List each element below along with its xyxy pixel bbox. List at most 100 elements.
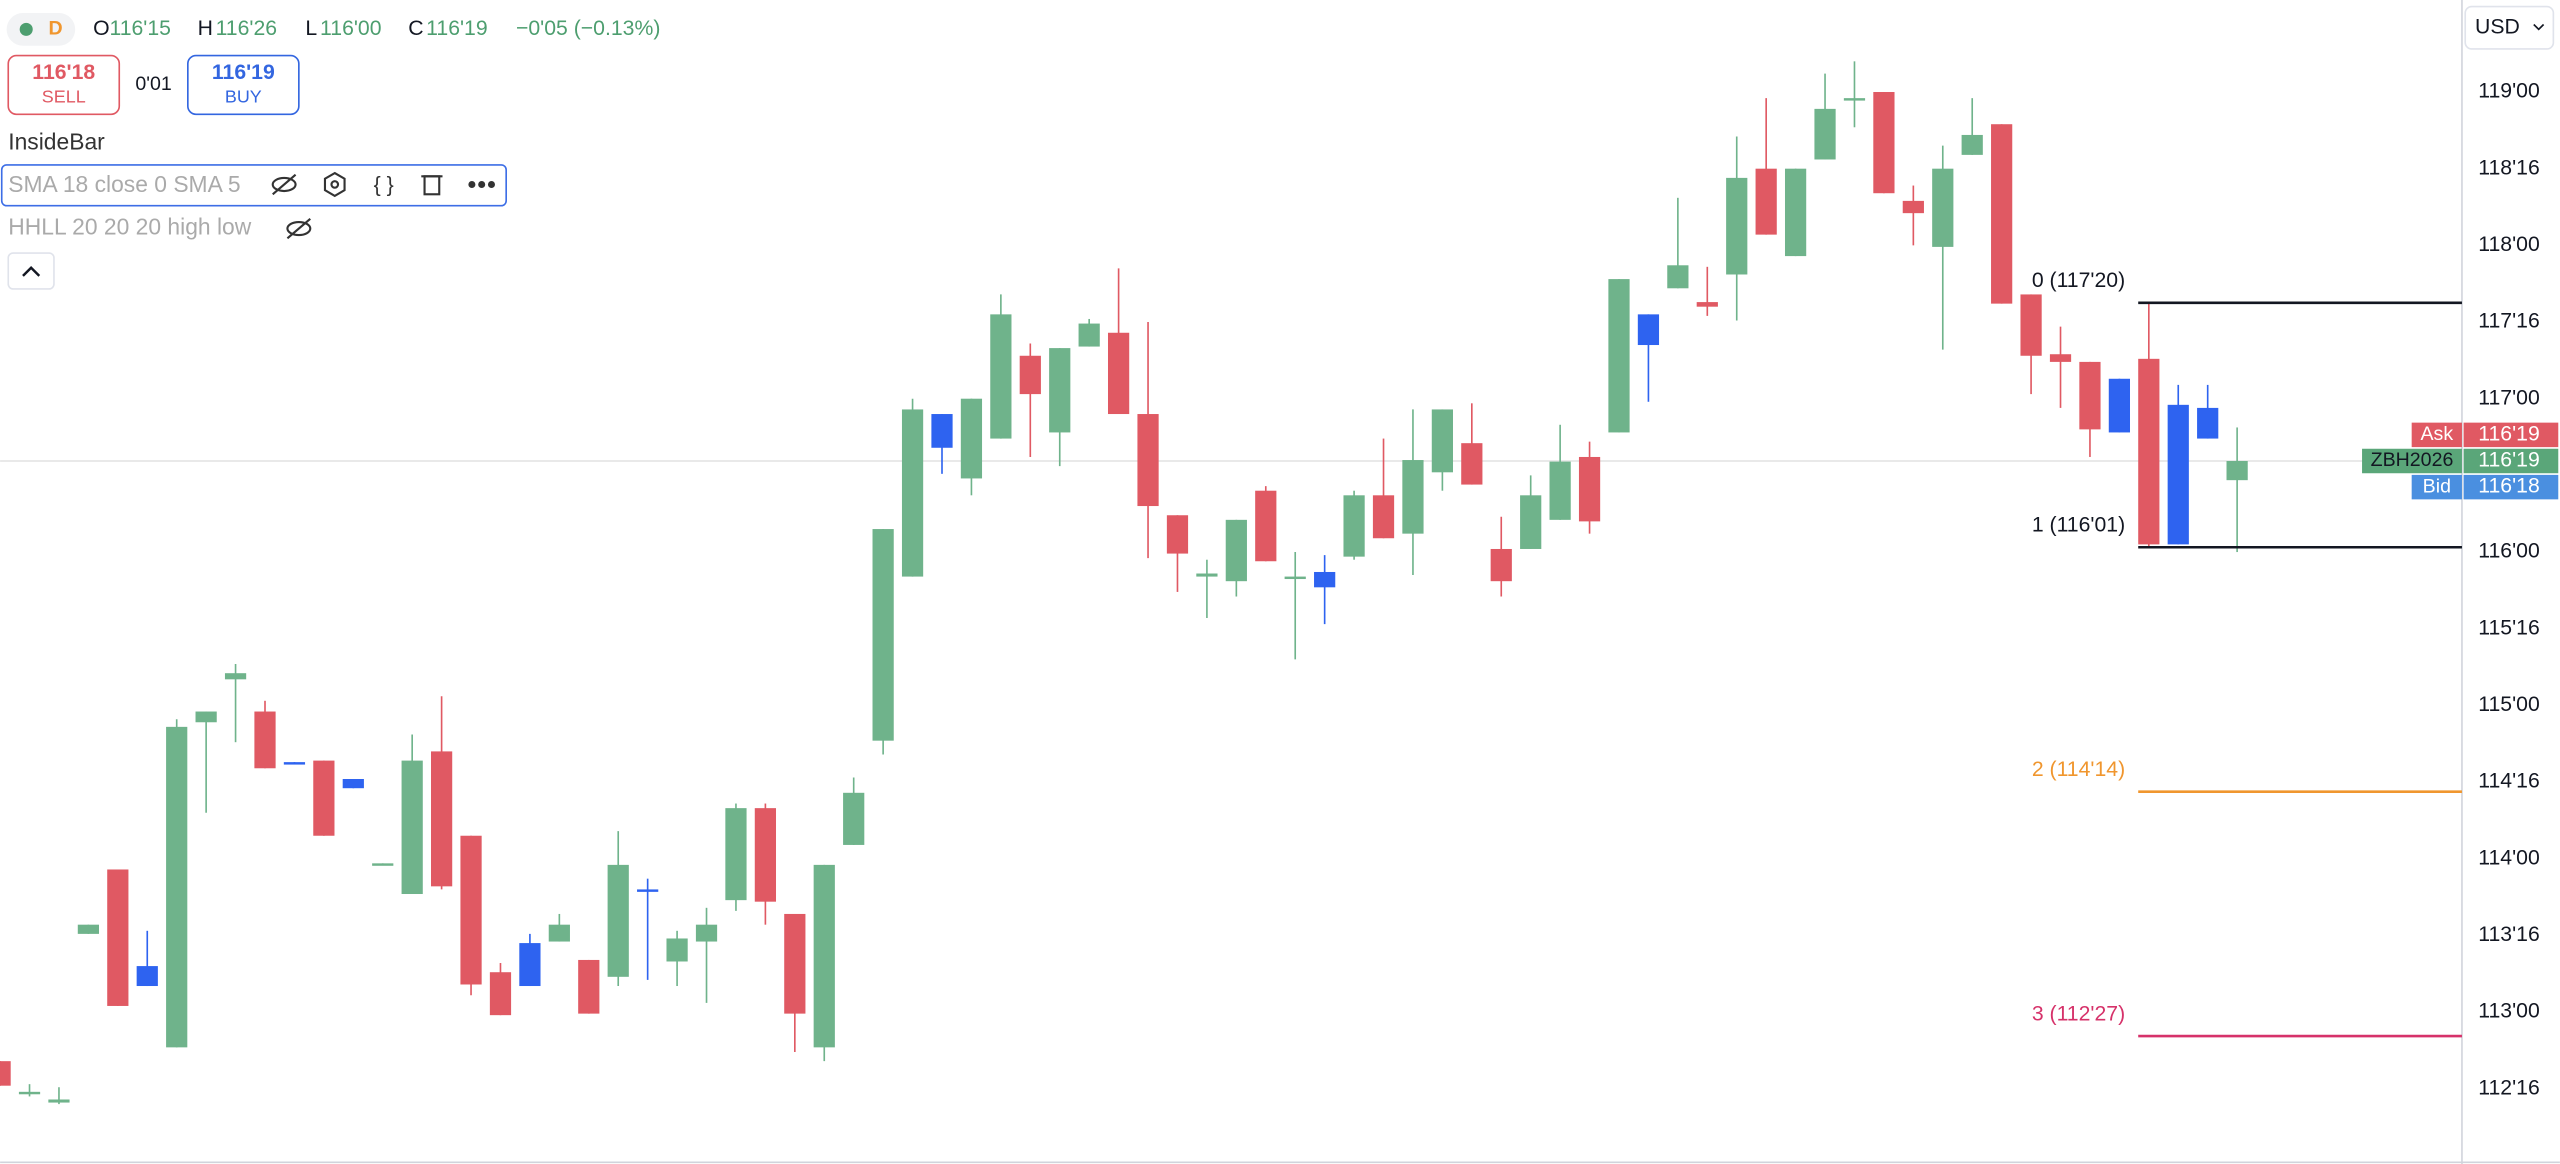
candle-body xyxy=(1873,92,1895,194)
candle-body xyxy=(1726,177,1748,275)
candle-body xyxy=(489,972,512,1016)
candle-body xyxy=(1932,168,1954,247)
buy-button[interactable] xyxy=(187,54,300,116)
y-tick-label: 113'16 xyxy=(2478,923,2539,946)
candle-body xyxy=(166,726,188,1048)
y-tick-label: 114'00 xyxy=(2478,846,2539,869)
price-tag-name-box xyxy=(2362,448,2462,474)
candle-body xyxy=(2167,404,2189,545)
candle-body xyxy=(813,864,835,1048)
candle-body xyxy=(1755,168,1777,235)
candle-body xyxy=(695,924,718,942)
ohlc-key: H xyxy=(198,17,213,40)
candle-body xyxy=(1843,98,1866,101)
candle-body xyxy=(254,711,276,769)
price-tag-box xyxy=(2463,448,2559,474)
buy-price: 116'19 xyxy=(212,61,275,84)
ohlc-value: 116'19 xyxy=(426,17,487,40)
indicator[interactable]: InsideBar xyxy=(8,129,105,155)
candle-body xyxy=(430,751,453,887)
sell-button[interactable] xyxy=(7,54,121,116)
candle-body xyxy=(1343,495,1365,557)
candle-body xyxy=(872,529,894,741)
price-tag-name: ZBH2026 xyxy=(2371,449,2454,471)
candle-body xyxy=(578,959,600,1014)
candle-body xyxy=(2197,407,2219,439)
source-icon[interactable]: { } xyxy=(374,174,394,197)
y-tick-label: 117'00 xyxy=(2478,386,2539,409)
candle-body xyxy=(401,760,423,895)
hide-icon[interactable] xyxy=(271,176,297,193)
currency-select[interactable] xyxy=(2464,5,2555,50)
spread: 0'01 xyxy=(135,73,171,95)
candle-body xyxy=(901,409,924,577)
y-tick-label: 115'16 xyxy=(2478,616,2539,639)
candle-body xyxy=(136,966,158,987)
candle-body xyxy=(2049,354,2072,362)
candle-body xyxy=(1902,200,1924,214)
ohlc-key: C xyxy=(408,17,423,40)
candle-body xyxy=(843,792,865,845)
ohlc-value: 116'00 xyxy=(320,17,381,40)
indicator-icons: { } xyxy=(271,171,495,240)
candle-body xyxy=(1961,134,1983,155)
indicator-row[interactable] xyxy=(0,164,507,207)
candle-body xyxy=(1784,168,1807,257)
candle-body xyxy=(1667,265,1689,289)
fib-label: 1 (116'01) xyxy=(2032,514,2125,537)
candle-body xyxy=(1019,355,1041,395)
indicators: InsideBar SMA 18 close 0 SMA 5 { } HHLL … xyxy=(0,129,507,290)
price-tag-box xyxy=(2463,422,2559,448)
ohlc-value: 116'26 xyxy=(216,17,277,40)
candle-body xyxy=(1637,314,1660,346)
chevron xyxy=(2533,23,2545,31)
candle-body xyxy=(960,398,983,479)
candle-body xyxy=(460,835,482,985)
ohlc-key: O xyxy=(93,17,110,40)
hide-icon[interactable] xyxy=(286,220,312,237)
order-panel: 116'18 SELL 0'01 116'19 BUY xyxy=(7,54,300,116)
candle-body xyxy=(1284,576,1306,580)
sell-label: SELL xyxy=(42,87,86,107)
legend-bar: D O 116'15 H 116'26 L 116'00 C 116'19 −0… xyxy=(6,13,660,46)
y-tick-label: 113'00 xyxy=(2478,1000,2539,1023)
settings-icon[interactable] xyxy=(323,171,346,198)
candle-body xyxy=(2226,460,2248,481)
collapse-button[interactable] xyxy=(7,252,55,290)
ohlc-value: 116'15 xyxy=(109,17,170,40)
interval-badge[interactable] xyxy=(6,13,76,46)
candle-body xyxy=(224,673,247,680)
candle-body xyxy=(637,889,659,892)
candle-body xyxy=(1107,332,1130,415)
candle-body xyxy=(1225,519,1247,582)
candle-body xyxy=(754,808,777,902)
candle-body xyxy=(2138,358,2160,545)
currency: USD xyxy=(2475,15,2520,38)
more-icon[interactable] xyxy=(468,180,476,188)
y-tick-label: 115'00 xyxy=(2478,693,2539,716)
candle-body xyxy=(1490,548,1512,582)
candle-body xyxy=(784,913,806,1014)
candle-body xyxy=(372,863,394,866)
candle-body xyxy=(1255,490,1277,562)
candle-body xyxy=(1166,515,1189,554)
caret xyxy=(22,266,41,277)
candle-body xyxy=(1578,456,1601,522)
candle-body xyxy=(1314,571,1336,588)
y-tick-label: 114'16 xyxy=(2478,770,2539,793)
price-tag-name-box xyxy=(2411,422,2462,448)
candle-body xyxy=(18,1091,41,1095)
candle-body xyxy=(1137,414,1159,507)
candle-body xyxy=(195,711,217,723)
fib-label: 3 (112'27) xyxy=(2032,1002,2125,1025)
candle-body xyxy=(1431,409,1454,473)
candle-body xyxy=(1461,443,1483,485)
candle-body xyxy=(1196,573,1218,577)
candle-body xyxy=(77,924,100,934)
candle-body xyxy=(607,864,629,977)
ohlc-key: L xyxy=(305,17,317,40)
candle-body xyxy=(1520,495,1542,549)
y-tick-label: 119'00 xyxy=(2478,80,2539,103)
price-tag-name: Ask xyxy=(2420,423,2453,445)
